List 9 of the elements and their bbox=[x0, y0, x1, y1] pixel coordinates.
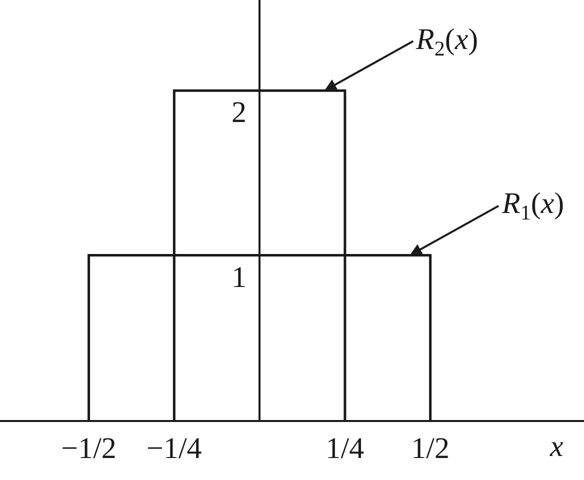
x-tick-label: 1/4 bbox=[326, 432, 364, 465]
y-tick-label: 1 bbox=[232, 260, 247, 294]
x-tick-label: 1/2 bbox=[411, 432, 450, 465]
text: R$_{2}$(x) bbox=[415, 23, 478, 60]
x-tick-label: −1/2 bbox=[61, 432, 116, 465]
text: R$_{1}$(x) bbox=[501, 187, 564, 224]
x-tick-label: −1/4 bbox=[146, 432, 202, 465]
x-axis-title: x bbox=[549, 430, 564, 463]
y-tick-label: 2 bbox=[232, 96, 247, 130]
